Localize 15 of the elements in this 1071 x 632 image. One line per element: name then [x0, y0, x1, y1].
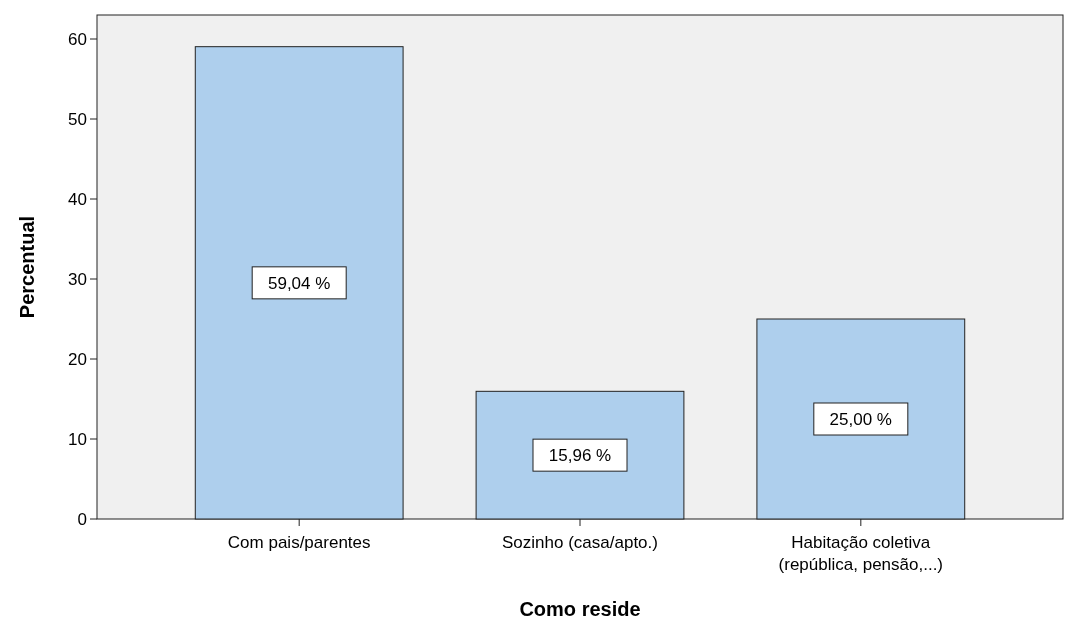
y-tick-label: 50 — [68, 110, 87, 129]
x-axis-title: Como reside — [519, 598, 641, 620]
data-label: 59,04 % — [267, 273, 331, 293]
y-tick-label: 0 — [77, 510, 87, 529]
y-tick-label: 30 — [68, 270, 87, 289]
x-tick-label: Sozinho (casa/apto.) — [502, 533, 658, 552]
y-axis-title: Percentual — [16, 215, 38, 319]
y-tick-label: 60 — [68, 30, 87, 49]
y-tick-label: 40 — [68, 190, 87, 209]
x-tick-label: Habitação coletiva (república, pensão,...) — [778, 533, 944, 574]
y-tick-label: 10 — [68, 430, 87, 449]
data-label: 25,00 % — [829, 410, 893, 429]
data-label: 15,96 % — [548, 446, 612, 466]
y-tick-label: 20 — [68, 350, 87, 369]
x-tick-label: Com pais/parentes — [227, 533, 371, 552]
